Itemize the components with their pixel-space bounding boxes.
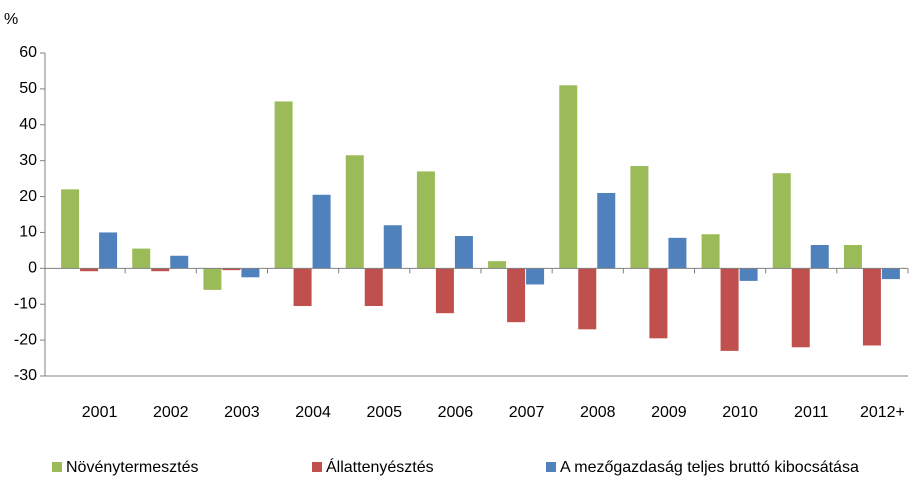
bar [364, 268, 383, 307]
y-axis-unit: % [4, 11, 18, 28]
y-tick-label: -10 [14, 295, 37, 312]
y-tick-label: 20 [19, 188, 37, 205]
legend-label: Növénytermesztés [66, 459, 199, 476]
bar [701, 234, 720, 269]
bar [80, 268, 99, 272]
bar [772, 173, 791, 269]
bar [810, 245, 829, 269]
bar [274, 101, 293, 269]
bar [222, 268, 241, 271]
legend-label: Állattenyésztés [326, 457, 434, 476]
bar [526, 268, 545, 285]
bar [668, 237, 687, 269]
y-tick-label: 0 [28, 260, 37, 277]
bar [507, 268, 526, 323]
y-tick-label: 60 [19, 44, 37, 61]
bar [843, 245, 862, 269]
bar [559, 85, 578, 269]
bar [791, 268, 810, 348]
x-tick-label: 2007 [509, 404, 545, 421]
y-tick-label: 40 [19, 116, 37, 133]
bar [241, 268, 260, 278]
x-tick-label: 2005 [366, 404, 402, 421]
legend-swatch [312, 462, 322, 472]
bar [597, 192, 616, 269]
legend-swatch [52, 462, 62, 472]
x-tick-label: 2001 [82, 404, 118, 421]
bar [720, 268, 739, 351]
x-tick-label: 2002 [153, 404, 189, 421]
legend-swatch [546, 462, 556, 472]
bar [416, 171, 435, 269]
x-tick-label: 2011 [794, 404, 829, 421]
x-tick-label: 2009 [651, 404, 687, 421]
bar [435, 268, 454, 314]
bar [61, 189, 80, 269]
bar [312, 194, 331, 269]
y-tick-label: 10 [19, 224, 37, 241]
bar [170, 255, 189, 269]
bar [293, 268, 312, 307]
bar [151, 268, 170, 272]
y-tick-label: 50 [19, 80, 37, 97]
y-tick-label: 30 [19, 152, 37, 169]
bar [739, 268, 758, 281]
x-tick-label: 2003 [224, 404, 260, 421]
x-tick-label: 2006 [438, 404, 474, 421]
x-tick-label: 2010 [722, 404, 758, 421]
bar [345, 155, 364, 269]
bar [132, 248, 151, 269]
x-tick-label: 2004 [295, 404, 331, 421]
bar [454, 236, 473, 269]
x-tick-label: 2012+ [860, 404, 905, 421]
y-tick-label: -20 [14, 331, 37, 348]
bar [862, 268, 881, 346]
bar [630, 166, 649, 269]
bar [649, 268, 668, 339]
legend-label: A mezőgazdaság teljes bruttó kibocsátása [560, 459, 859, 476]
bar [383, 225, 402, 269]
bar [99, 232, 118, 269]
bar [578, 268, 597, 330]
x-tick-label: 2008 [580, 404, 616, 421]
bar [203, 268, 222, 290]
bar [881, 268, 900, 280]
bar [488, 261, 507, 269]
y-tick-label: -30 [14, 367, 37, 384]
